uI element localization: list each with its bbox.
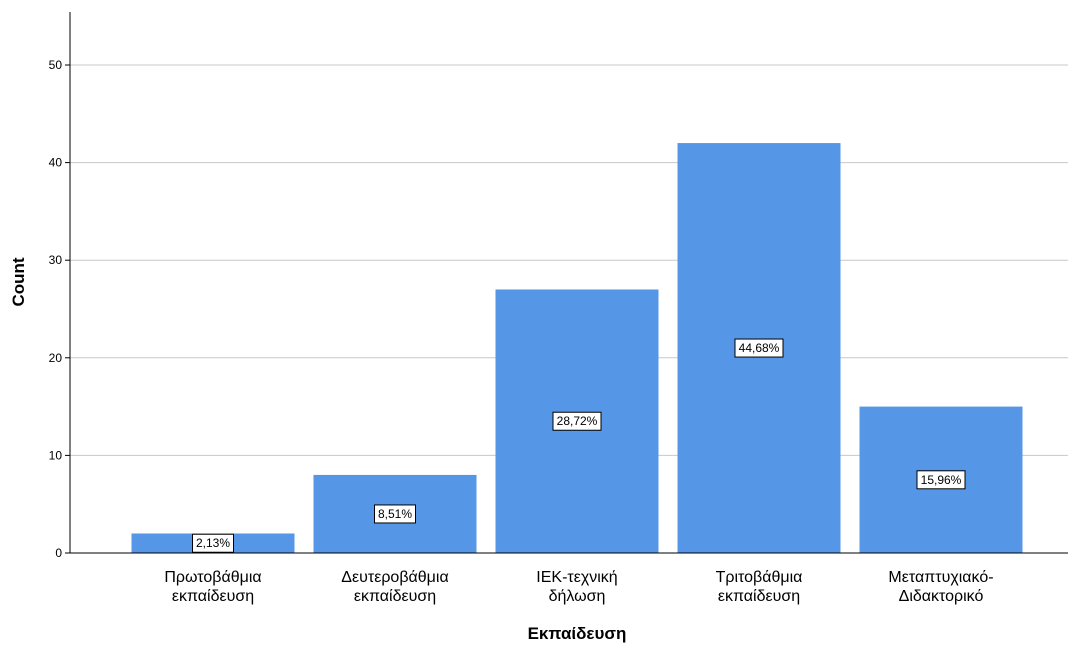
data-label-box: [552, 411, 602, 431]
x-category-label: Δευτεροβάθμια: [341, 569, 448, 586]
data-label-box: [374, 504, 416, 524]
x-category-label: ΙΕΚ-τεχνική: [536, 569, 617, 586]
data-label: 15,96%: [921, 473, 962, 487]
y-tick-label: 20: [49, 351, 63, 365]
x-category-label: εκπαίδευση: [354, 588, 436, 605]
x-category-label: Πρωτοβάθμια: [164, 569, 261, 586]
x-category-label: εκπαίδευση: [172, 588, 254, 605]
data-label: 28,72%: [557, 414, 598, 428]
data-label-box: [916, 470, 966, 490]
data-label-box: [734, 338, 784, 358]
bars: [131, 143, 1023, 553]
data-label: 44,68%: [739, 341, 780, 355]
x-category-label: Μεταπτυχιακό-: [888, 569, 993, 586]
y-tick-label: 0: [55, 546, 62, 560]
y-tick-label: 10: [49, 448, 63, 462]
x-axis-title: Εκπαίδευση: [528, 624, 627, 643]
x-category-label: εκπαίδευση: [718, 588, 800, 605]
y-tick-label: 50: [49, 58, 63, 72]
y-axis-title: Count: [9, 257, 28, 306]
x-category-label: Διδακτορικό: [899, 588, 984, 605]
x-category-label: Τριτοβάθμια: [716, 569, 803, 586]
data-label-box: [192, 533, 234, 553]
data-label: 8,51%: [378, 507, 412, 521]
y-tick-label: 40: [49, 156, 63, 170]
data-labels: 2,13% 8,51% 28,72% 44,68% 15,96%: [192, 338, 966, 553]
x-category-label: δήλωση: [549, 588, 606, 605]
y-tick-label: 30: [49, 253, 63, 267]
x-axis-categories: Πρωτοβάθμια εκπαίδευση Δευτεροβάθμια εκπαίδ…: [164, 569, 993, 605]
y-axis-ticks: 0 10 20 30 40 50: [49, 58, 70, 560]
data-label: 2,13%: [196, 536, 230, 550]
